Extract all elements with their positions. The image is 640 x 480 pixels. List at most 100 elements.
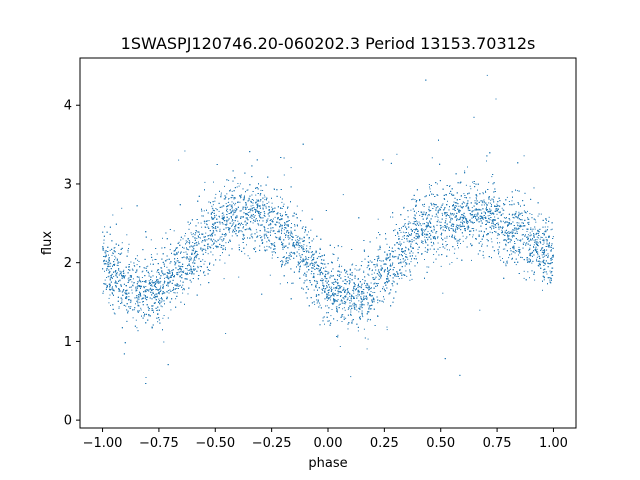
data-point xyxy=(544,255,546,257)
data-point xyxy=(543,279,545,281)
data-point xyxy=(192,253,194,255)
data-point xyxy=(442,226,444,228)
data-point xyxy=(386,243,388,245)
data-point xyxy=(503,209,505,211)
data-point xyxy=(401,239,403,240)
data-point xyxy=(329,276,331,278)
data-point xyxy=(400,245,401,247)
data-point xyxy=(417,233,419,235)
data-point xyxy=(347,297,349,299)
data-point xyxy=(257,211,259,213)
data-point xyxy=(486,220,488,222)
data-point xyxy=(278,237,280,239)
data-point xyxy=(398,278,400,280)
data-point xyxy=(462,240,464,242)
data-point xyxy=(272,218,274,220)
data-point xyxy=(192,233,194,235)
data-point xyxy=(527,234,529,236)
data-point xyxy=(464,170,466,172)
data-point xyxy=(456,257,458,259)
data-point xyxy=(466,226,468,228)
data-point xyxy=(127,278,129,280)
data-point xyxy=(474,200,476,202)
data-point xyxy=(386,280,387,282)
data-point xyxy=(424,250,426,252)
data-point xyxy=(531,239,533,241)
data-point xyxy=(475,202,477,204)
data-point xyxy=(302,240,304,242)
data-point xyxy=(446,237,448,239)
data-point xyxy=(255,194,257,196)
data-point xyxy=(386,282,388,284)
data-point xyxy=(462,225,464,227)
data-point xyxy=(335,281,337,283)
data-point xyxy=(508,231,510,233)
data-point xyxy=(501,214,503,216)
data-point xyxy=(152,259,154,261)
data-point xyxy=(360,305,362,307)
data-point xyxy=(315,287,317,288)
data-point xyxy=(227,219,229,221)
data-point xyxy=(328,272,330,274)
data-point xyxy=(169,269,170,271)
data-point xyxy=(539,263,541,265)
data-point xyxy=(339,346,341,347)
data-point xyxy=(164,280,165,282)
data-point xyxy=(195,257,197,259)
data-point xyxy=(471,207,473,209)
data-point xyxy=(221,236,223,238)
data-point xyxy=(283,232,285,234)
data-point xyxy=(280,261,281,262)
data-point xyxy=(429,248,431,250)
data-point xyxy=(249,195,251,197)
data-point xyxy=(347,328,349,330)
data-point xyxy=(285,224,287,226)
data-point xyxy=(469,197,471,199)
data-point xyxy=(504,248,506,250)
data-point xyxy=(536,256,538,258)
data-point xyxy=(537,215,539,217)
data-point xyxy=(485,213,486,215)
data-point xyxy=(408,221,410,223)
data-point xyxy=(410,209,412,211)
data-point xyxy=(334,247,335,249)
data-point xyxy=(509,232,511,234)
data-point xyxy=(420,228,422,230)
data-point xyxy=(528,240,530,242)
data-point xyxy=(282,245,284,247)
data-point xyxy=(129,301,131,303)
data-point xyxy=(285,236,286,238)
data-point xyxy=(322,279,324,281)
data-point xyxy=(363,297,364,299)
data-point xyxy=(158,298,160,300)
data-point xyxy=(269,240,271,242)
data-point xyxy=(203,248,205,250)
data-point xyxy=(240,197,241,199)
data-point xyxy=(102,290,104,292)
data-point xyxy=(431,230,433,231)
data-point xyxy=(212,247,214,249)
data-point xyxy=(189,243,190,245)
data-point xyxy=(409,279,411,281)
data-point xyxy=(189,264,191,266)
data-point xyxy=(436,251,437,253)
data-point xyxy=(418,221,420,223)
data-point xyxy=(369,260,371,262)
data-point xyxy=(377,270,379,272)
data-point xyxy=(414,199,416,201)
data-point xyxy=(335,279,337,281)
data-point xyxy=(474,215,476,217)
data-point xyxy=(126,298,128,300)
data-point xyxy=(163,273,165,275)
data-point xyxy=(176,283,178,285)
data-point xyxy=(402,231,404,233)
data-point xyxy=(232,214,234,216)
data-point xyxy=(353,307,355,309)
data-point xyxy=(460,216,462,218)
data-point xyxy=(434,216,436,218)
data-point xyxy=(352,296,354,297)
data-point xyxy=(476,203,478,205)
data-point xyxy=(376,237,378,239)
data-point xyxy=(399,268,401,270)
data-point xyxy=(411,247,413,249)
